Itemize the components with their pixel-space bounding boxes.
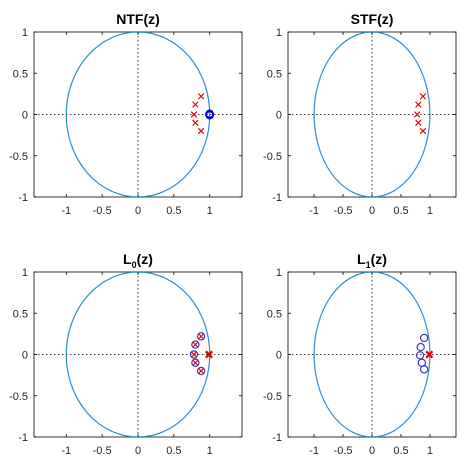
y-tick-label: 0.5 (267, 308, 282, 320)
zero-marker (416, 342, 425, 352)
zero-marker (419, 333, 429, 343)
x-tick-label: -1 (61, 205, 71, 217)
pole-marker (426, 352, 433, 359)
y-tick-label: -1 (18, 432, 28, 444)
y-tick-label: 0 (276, 350, 282, 362)
pole-marker (415, 119, 422, 126)
pole-marker (192, 101, 199, 108)
pole-marker (419, 93, 427, 100)
y-tick-label: -1 (272, 432, 282, 444)
y-tick-label: 0.5 (267, 68, 282, 80)
x-tick-label: -1 (309, 205, 319, 217)
unit-circle (313, 32, 431, 197)
subplot-3: -1 -0.5 0 0.5 1 -1 -0.5 0 0.5 1 L0(z) (9, 251, 243, 457)
pole-marker (192, 359, 199, 366)
pole-marker (190, 111, 198, 118)
subplot-4: -1 -0.5 0 0.5 1 -1 -0.5 0 0.5 1 L1(z) (263, 251, 457, 457)
subplot-title: L0(z) (123, 251, 153, 270)
pole-marker (205, 352, 213, 359)
zero-marker (415, 351, 425, 360)
zero-marker (189, 350, 199, 359)
zero-marker (196, 332, 206, 341)
y-tick-label: 1 (276, 27, 282, 39)
y-tick-label: 1 (276, 267, 282, 279)
x-tick-label: -1 (309, 445, 319, 457)
x-tick-label: 1 (427, 445, 433, 457)
pole-marker (197, 367, 205, 375)
y-tick-label: 1 (22, 27, 28, 39)
subplot-title: NTF(z) (116, 11, 160, 27)
zero-marker (191, 358, 200, 367)
y-tick-label: -0.5 (9, 391, 28, 403)
zero-marker (205, 110, 214, 119)
x-tick-label: 0.5 (166, 445, 181, 457)
zero-marker (419, 365, 429, 374)
pole-marker (192, 341, 199, 348)
subplot-1: -1 -0.5 0 0.5 1 -1 -0.5 0 0.5 1 NTF(z) (9, 11, 243, 217)
y-tick-label: -0.5 (9, 151, 28, 163)
x-tick-label: 0 (369, 205, 375, 217)
x-tick-label: 1 (207, 205, 213, 217)
y-tick-label: -0.5 (263, 391, 282, 403)
x-tick-label: 0.5 (393, 445, 408, 457)
pole-marker (415, 101, 422, 108)
pole-marker (419, 127, 427, 135)
y-tick-label: 0.5 (13, 308, 28, 320)
zero-marker (191, 340, 200, 349)
subplot-2: -1 -0.5 0 0.5 1 -1 -0.5 0 0.5 1 STF(z) (263, 11, 457, 217)
pole-marker (197, 93, 205, 100)
pole-marker (413, 111, 421, 118)
x-tick-label: 0.5 (166, 205, 181, 217)
subplot-title: STF(z) (351, 11, 394, 27)
subplot-title: L1(z) (357, 251, 387, 270)
pole-marker (197, 127, 205, 135)
y-tick-label: 0 (22, 110, 28, 122)
pole-marker (197, 333, 205, 340)
y-tick-label: 0 (276, 110, 282, 122)
x-tick-label: 0 (369, 445, 375, 457)
x-tick-label: 0.5 (393, 205, 408, 217)
y-tick-label: -1 (272, 192, 282, 204)
x-tick-label: -1 (61, 445, 71, 457)
pole-marker (426, 350, 433, 357)
y-tick-label: -1 (18, 192, 28, 204)
x-tick-label: 1 (427, 205, 433, 217)
x-tick-label: 0 (135, 205, 141, 217)
x-tick-label: 1 (207, 445, 213, 457)
y-tick-label: 1 (22, 267, 28, 279)
unit-circle (65, 32, 211, 197)
y-tick-label: 0 (22, 350, 28, 362)
x-tick-label: 0 (135, 445, 141, 457)
y-tick-label: 0.5 (13, 68, 28, 80)
x-tick-label: -0.5 (334, 205, 353, 217)
pole-marker (205, 350, 213, 357)
y-tick-label: -0.5 (263, 151, 282, 163)
pole-marker (192, 119, 199, 126)
x-tick-label: -0.5 (93, 445, 112, 457)
x-tick-label: -0.5 (334, 445, 353, 457)
pole-marker (190, 351, 198, 358)
x-tick-label: -0.5 (93, 205, 112, 217)
zero-marker (196, 366, 206, 376)
